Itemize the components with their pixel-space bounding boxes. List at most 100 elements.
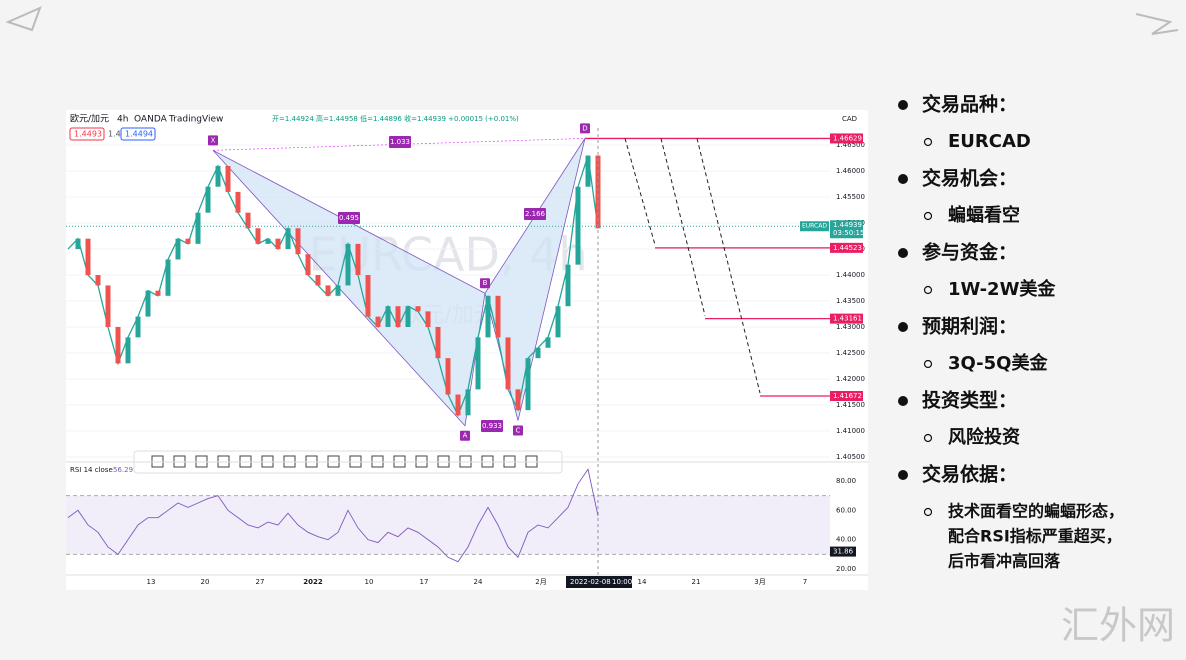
- ratio-label: 0.933: [482, 422, 502, 430]
- candle: [565, 264, 571, 307]
- watermark: 汇外网: [1061, 606, 1175, 648]
- x-tick-label: 7: [803, 578, 807, 586]
- level-tag: [830, 242, 863, 253]
- pattern-point-box: [208, 135, 218, 146]
- candle: [215, 165, 221, 187]
- pattern-point-label: X: [211, 136, 216, 144]
- bullet-dot: [898, 248, 908, 258]
- candle: [475, 337, 481, 390]
- candle: [525, 358, 531, 411]
- corner-logo: [5, 6, 42, 32]
- y-tick-label: 1.42000: [836, 375, 865, 383]
- candle: [75, 238, 81, 250]
- ratio-box: [524, 208, 546, 220]
- ratio-box: [389, 136, 411, 148]
- sub-bullet: [923, 359, 933, 369]
- pattern-point-label: D: [582, 124, 587, 132]
- candle: [405, 306, 411, 327]
- currency: CAD: [842, 115, 857, 123]
- candle: [595, 155, 601, 229]
- candle: [425, 311, 431, 327]
- current-symbol-tag: [800, 221, 829, 232]
- ratio-label: 2.166: [525, 210, 546, 218]
- candle: [455, 394, 461, 416]
- x-tick-label: 3月: [754, 578, 765, 586]
- candle: [335, 285, 341, 296]
- candle: [555, 306, 561, 338]
- bullet-detail: 风险投资: [948, 426, 1020, 448]
- current-symbol: EURCAD: [802, 223, 827, 230]
- bullet-title: 预期利润：: [922, 315, 1017, 338]
- y-tick-label: 1.42500: [836, 349, 865, 357]
- sub-bullet: [923, 137, 933, 147]
- level-tag: [830, 390, 863, 401]
- candle: [355, 243, 361, 276]
- bid: 1.4493: [74, 130, 102, 139]
- bullet-detail: 技术面看空的蝙蝠形态，: [948, 502, 1124, 521]
- x-tick-label: 17: [420, 578, 429, 586]
- ohlc: 开=1.44924 高=1.44958 低=1.44896 收=1.44939 …: [272, 114, 519, 123]
- bullet-dot: [898, 470, 908, 480]
- bullet-title: 交易品种：: [922, 93, 1017, 116]
- ratio-box: [338, 212, 360, 224]
- candle: [415, 306, 421, 312]
- candle: [295, 228, 301, 255]
- x-tick-label: 2022: [303, 578, 323, 586]
- rsi-tick-label: 60.00: [836, 506, 856, 514]
- bullet-detail: 配合RSI指标严重超买，: [948, 527, 1122, 546]
- candle: [445, 358, 451, 395]
- corner-logo: [1135, 13, 1179, 35]
- rsi-marker: 31.86: [833, 548, 854, 556]
- interval: 4h: [117, 115, 128, 125]
- ratio-label: 0.495: [339, 214, 359, 222]
- sub-bullet: [923, 211, 933, 221]
- bullet-detail: 后市看冲高回落: [948, 552, 1061, 571]
- candle: [465, 389, 471, 416]
- x-tick-label: 14: [638, 578, 647, 586]
- ask-box: [120, 127, 156, 141]
- candle: [165, 259, 171, 296]
- symbol: 欧元/加元: [70, 113, 109, 125]
- candle: [385, 306, 391, 327]
- ratio-label: 1.033: [390, 138, 410, 146]
- bullet-title: 交易依据：: [922, 463, 1017, 486]
- candle: [315, 275, 321, 286]
- candle: [575, 186, 581, 265]
- candle: [135, 316, 141, 338]
- x-tick-label: 21: [692, 578, 701, 586]
- crosshair-date: 2022-02-08: [570, 578, 611, 586]
- arrow: [624, 138, 656, 245]
- pattern-point-box: [513, 425, 523, 436]
- current-price: 1.44939: [833, 221, 862, 229]
- candle: [305, 254, 311, 276]
- pattern-point-box: [480, 278, 490, 289]
- candle: [85, 238, 91, 276]
- candle: [255, 228, 261, 244]
- current-tag: [830, 220, 863, 239]
- y-tick-label: 1.41500: [836, 401, 865, 409]
- arrow: [696, 138, 761, 394]
- pattern-point-label: C: [516, 427, 521, 435]
- candle: [245, 212, 251, 229]
- candle: [535, 347, 541, 359]
- candle: [115, 326, 121, 364]
- rsi-tick-label: 20.00: [836, 565, 856, 573]
- pattern-point-box: [460, 430, 470, 441]
- candle: [205, 186, 211, 213]
- candle: [325, 285, 331, 296]
- pattern-point-label: A: [463, 432, 468, 440]
- level-label: 1.41672: [833, 392, 862, 400]
- candle: [395, 306, 401, 327]
- candle: [225, 165, 231, 192]
- x-tick-label: 24: [474, 578, 483, 586]
- rsi-label: RSI 14 close: [70, 466, 113, 474]
- candle: [505, 337, 511, 390]
- ratio-box: [481, 420, 503, 432]
- pattern-point-box: [580, 123, 590, 134]
- rsi-tick-label: 80.00: [836, 477, 856, 485]
- bullet-title: 交易机会：: [922, 167, 1017, 190]
- candle: [585, 155, 591, 187]
- candle: [155, 290, 161, 296]
- bullet-dot: [898, 396, 908, 406]
